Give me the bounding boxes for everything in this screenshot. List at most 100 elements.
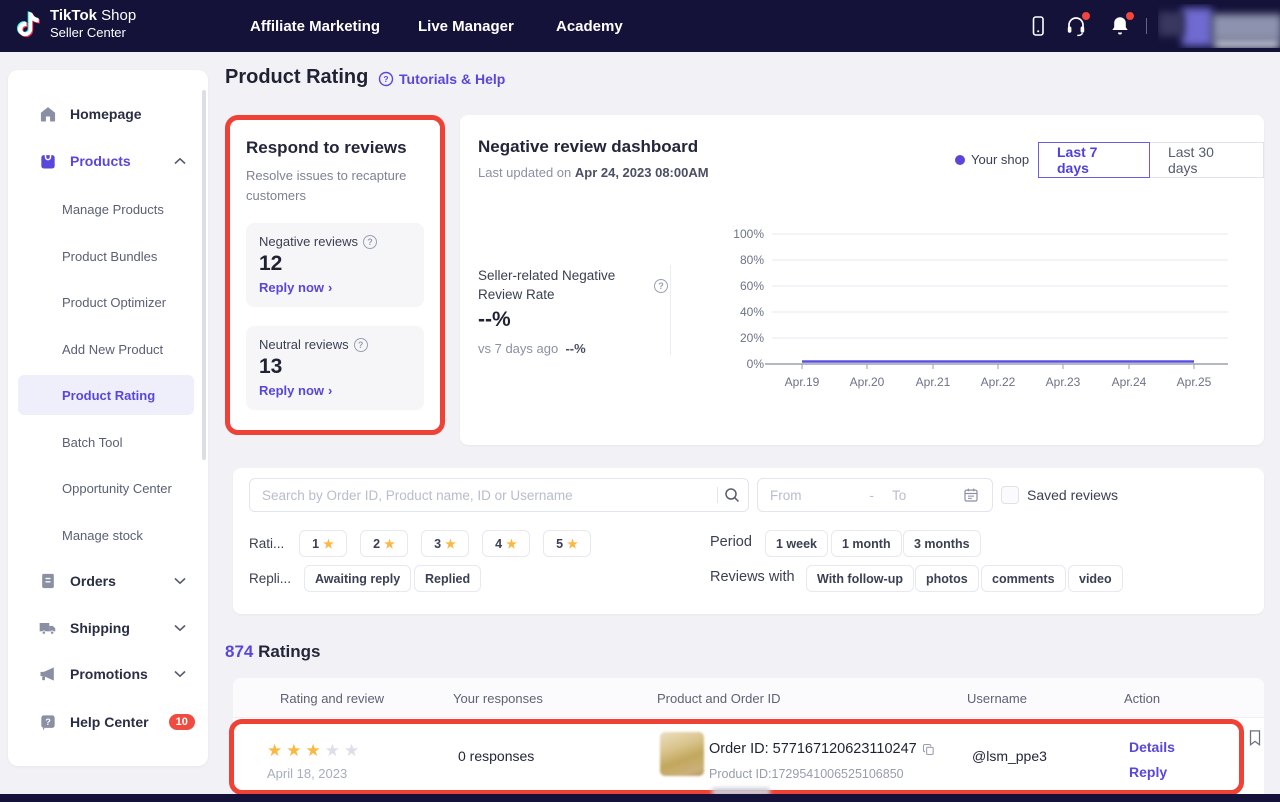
star-filled-icon: ★ bbox=[286, 741, 306, 760]
video-button[interactable]: video bbox=[1068, 565, 1123, 592]
sidebar-item-manage-stock[interactable]: Manage stock bbox=[8, 515, 208, 555]
seller-negative-rate-label: Seller-related Negative Review Rate ? bbox=[478, 267, 668, 305]
period-option-label: 1 month bbox=[842, 536, 891, 551]
sidebar-item-help-center[interactable]: ? Help Center 10 bbox=[8, 702, 208, 742]
brand-text: TikTok Shop Seller Center bbox=[50, 7, 136, 40]
details-link[interactable]: Details bbox=[1129, 739, 1175, 755]
reviews-with-filter-label: Reviews with bbox=[710, 569, 795, 585]
tutorials-help-link[interactable]: ? Tutorials & Help bbox=[378, 71, 505, 87]
sidebar-item-shipping[interactable]: Shipping bbox=[8, 608, 208, 648]
awaiting-reply-button[interactable]: Awaiting reply bbox=[304, 565, 412, 592]
sidebar-item-product-optimizer[interactable]: Product Optimizer bbox=[8, 282, 208, 322]
reviews-with-option-label: video bbox=[1079, 571, 1112, 586]
bell-icon[interactable] bbox=[1108, 12, 1134, 38]
period-1-month-button[interactable]: 1 month bbox=[831, 530, 902, 557]
info-icon[interactable]: ? bbox=[363, 234, 377, 249]
info-icon[interactable]: ? bbox=[654, 279, 668, 293]
responses-count: 0 responses bbox=[458, 748, 535, 764]
brand-logo[interactable]: TikTok Shop Seller Center bbox=[16, 7, 136, 40]
nav-academy[interactable]: Academy bbox=[556, 0, 623, 52]
product-thumbnail[interactable] bbox=[660, 732, 704, 776]
last-7-days-button[interactable]: Last 7 days bbox=[1038, 142, 1150, 178]
sidebar-item-add-new-product[interactable]: Add New Product bbox=[8, 329, 208, 369]
order-id-label: Order ID: bbox=[709, 741, 769, 757]
x-tick: Apr.21 bbox=[916, 375, 951, 389]
date-range-picker[interactable]: From - To bbox=[757, 478, 993, 512]
with-follow-up-button[interactable]: With follow-up bbox=[806, 565, 914, 592]
filters-card: From - To Saved reviews Rati... 1★ 2★ 3★… bbox=[233, 468, 1264, 614]
nav-live-manager[interactable]: Live Manager bbox=[418, 0, 514, 52]
search-input[interactable] bbox=[250, 487, 717, 503]
rating-number: 1 bbox=[312, 536, 320, 551]
svg-text:?: ? bbox=[45, 717, 51, 727]
star-filled-icon: ★ bbox=[305, 741, 325, 760]
svg-text:?: ? bbox=[383, 74, 388, 84]
sidebar-item-label: Orders bbox=[70, 573, 116, 589]
info-icon[interactable]: ? bbox=[353, 337, 368, 352]
rating-number: 4 bbox=[495, 536, 503, 551]
bookmark-icon[interactable] bbox=[1246, 728, 1264, 753]
reply-label: Reply bbox=[1129, 764, 1168, 780]
copy-icon[interactable] bbox=[921, 742, 936, 757]
last-30-days-button[interactable]: Last 30 days bbox=[1148, 142, 1264, 178]
respond-card-subtitle: Resolve issues to recapture customers bbox=[246, 168, 407, 203]
negative-reviews-card: Negative reviews? 12 Reply now › bbox=[246, 223, 424, 307]
photos-button[interactable]: photos bbox=[915, 565, 979, 592]
rating-3-star-button[interactable]: 3 ★ bbox=[421, 530, 469, 557]
sidebar-item-products[interactable]: Products bbox=[8, 141, 208, 181]
period-filter-label: Period bbox=[710, 534, 752, 550]
sidebar-item-opportunity-center[interactable]: Opportunity Center bbox=[8, 468, 208, 508]
order-id: Order ID: 577167120623110247 bbox=[709, 741, 936, 757]
product-id-value: 1729541006525106850 bbox=[771, 767, 904, 781]
replied-button[interactable]: Replied bbox=[414, 565, 482, 592]
sidebar-item-orders[interactable]: Orders bbox=[8, 561, 208, 601]
negative-reviews-count: 12 bbox=[259, 252, 283, 275]
period-1-week-button[interactable]: 1 week bbox=[765, 530, 829, 557]
order-id-value: 577167120623110247 bbox=[772, 741, 917, 757]
date-to-placeholder: To bbox=[892, 487, 907, 503]
star-empty-icon: ★ bbox=[324, 741, 344, 760]
sidebar-item-product-bundles[interactable]: Product Bundles bbox=[8, 236, 208, 276]
rating-2-star-button[interactable]: 2 ★ bbox=[360, 530, 408, 557]
negative-reply-now-link[interactable]: Reply now › bbox=[259, 280, 332, 295]
x-tick: Apr.22 bbox=[981, 375, 1016, 389]
sidebar-item-label: Help Center bbox=[70, 714, 149, 730]
chevron-down-icon bbox=[174, 624, 186, 632]
rating-4-star-button[interactable]: 4 ★ bbox=[482, 530, 530, 557]
sidebar-item-manage-products[interactable]: Manage Products bbox=[8, 189, 208, 229]
top-navbar: TikTok Shop Seller Center Affiliate Mark… bbox=[0, 0, 1280, 52]
period-3-months-button[interactable]: 3 months bbox=[903, 530, 981, 557]
comments-button[interactable]: comments bbox=[981, 565, 1066, 592]
sidebar-item-batch-tool[interactable]: Batch Tool bbox=[8, 422, 208, 462]
support-headset-icon[interactable] bbox=[1064, 12, 1090, 38]
sidebar-item-product-rating[interactable]: Product Rating bbox=[8, 375, 208, 415]
saved-reviews-checkbox[interactable] bbox=[1001, 486, 1019, 504]
table-row[interactable]: ★★★★★ April 18, 2023 0 responses Order I… bbox=[229, 719, 1244, 796]
column-action: Action bbox=[1124, 691, 1161, 706]
product-id: Product ID:1729541006525106850 bbox=[709, 767, 904, 781]
sidebar-item-label: Products bbox=[70, 153, 131, 169]
star-icon: ★ bbox=[445, 536, 456, 551]
x-tick: Apr.20 bbox=[850, 375, 885, 389]
period-option-label: 3 months bbox=[914, 536, 970, 551]
sidebar-item-homepage[interactable]: Homepage bbox=[8, 94, 208, 134]
mobile-app-icon[interactable] bbox=[1026, 14, 1050, 38]
brand-title-bold: TikTok bbox=[50, 7, 97, 24]
reply-link[interactable]: Reply bbox=[1129, 764, 1167, 780]
sidebar-active-highlight bbox=[18, 375, 194, 415]
account-area-redacted[interactable] bbox=[1158, 4, 1280, 48]
x-tick: Apr.23 bbox=[1046, 375, 1081, 389]
date-separator: - bbox=[869, 487, 875, 503]
rating-5-star-button[interactable]: 5 ★ bbox=[543, 530, 591, 557]
sidebar-scrollbar[interactable] bbox=[202, 90, 206, 460]
neutral-reply-now-link[interactable]: Reply now › bbox=[259, 383, 332, 398]
rating-1-star-button[interactable]: 1 ★ bbox=[299, 530, 347, 557]
dashboard-title: Negative review dashboard bbox=[478, 137, 699, 156]
y-tick: 60% bbox=[740, 279, 764, 293]
sidebar-item-label: Batch Tool bbox=[62, 434, 123, 450]
search-icon[interactable] bbox=[718, 485, 748, 505]
chevron-down-icon bbox=[174, 577, 186, 585]
sidebar-item-promotions[interactable]: Promotions bbox=[8, 654, 208, 694]
nav-affiliate-marketing[interactable]: Affiliate Marketing bbox=[250, 0, 380, 52]
compare-label: vs 7 days ago bbox=[478, 341, 559, 356]
